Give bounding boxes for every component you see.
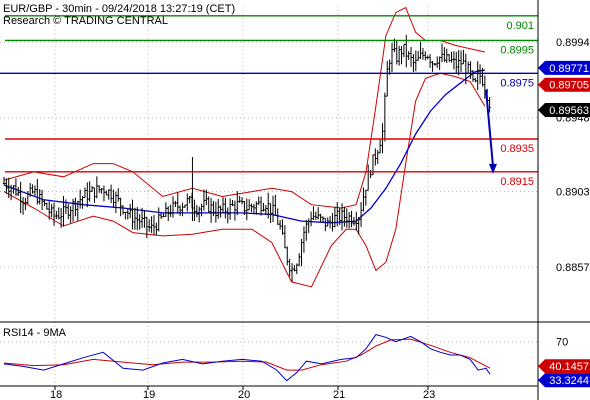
rsi-tag: 33.3244 bbox=[538, 373, 590, 388]
level-label: 0.8915 bbox=[500, 176, 534, 188]
price-tag-ma: 0.89771 bbox=[538, 60, 590, 75]
rsi-panel bbox=[3, 334, 491, 382]
level-label: 0.8935 bbox=[500, 143, 534, 155]
forecast-arrow bbox=[485, 89, 497, 174]
price-tags: 0.89771 0.89705 0.89563 40.1457 33.3244 bbox=[538, 60, 590, 388]
tag-box bbox=[538, 60, 590, 75]
time-tick-label: 21 bbox=[333, 389, 345, 400]
tag-box bbox=[538, 359, 590, 374]
time-tick-label: 23 bbox=[423, 389, 435, 400]
bollinger-bands bbox=[3, 6, 486, 288]
rsi-ma-tag: 40.1457 bbox=[538, 359, 590, 374]
tag-value: 0.89705 bbox=[549, 80, 589, 92]
arrow-head bbox=[488, 163, 497, 174]
price-tick-label: 0.8857 bbox=[556, 262, 590, 274]
price-tick-label: 0.8994 bbox=[556, 37, 590, 49]
time-tick-label: 18 bbox=[50, 389, 62, 400]
rsi-tick-labels: 70 bbox=[556, 337, 568, 349]
tag-value: 0.89771 bbox=[549, 63, 589, 75]
chart-title: EUR/GBP - 30min - 09/24/2018 13:27:19 (C… bbox=[3, 3, 235, 15]
bollinger-lower bbox=[3, 72, 486, 288]
tag-value: 0.89563 bbox=[549, 105, 589, 117]
price-grid bbox=[0, 41, 538, 268]
tag-value: 33.3244 bbox=[549, 375, 589, 387]
level-label: 0.901 bbox=[506, 20, 534, 32]
chart-source: Research © TRADING CENTRAL bbox=[3, 15, 168, 27]
rsi-line bbox=[3, 334, 491, 382]
candlesticks bbox=[2, 34, 491, 282]
time-tick-labels: 18 19 20 21 23 bbox=[50, 386, 435, 400]
vertical-grid bbox=[54, 6, 429, 386]
rsi-title: RSI14 - 9MA bbox=[3, 327, 67, 339]
price-tick-label: 0.8903 bbox=[556, 187, 590, 199]
tag-box bbox=[538, 77, 590, 92]
price-tag-price: 0.89563 bbox=[538, 103, 590, 118]
rsi-ma-line bbox=[3, 338, 491, 371]
bollinger-upper bbox=[3, 6, 486, 209]
time-tick-label: 19 bbox=[143, 389, 155, 400]
key-levels: 0.901 0.8995 0.8975 0.8935 0.8915 bbox=[0, 15, 538, 188]
tag-value: 40.1457 bbox=[549, 361, 589, 373]
time-tick-label: 20 bbox=[238, 389, 250, 400]
level-label: 0.8975 bbox=[500, 77, 534, 89]
price-tag-bands: 0.89705 bbox=[538, 77, 590, 92]
tag-box bbox=[538, 103, 590, 118]
moving-average-line bbox=[3, 69, 486, 224]
rsi-tick-label: 70 bbox=[556, 337, 568, 349]
tag-box bbox=[538, 373, 590, 388]
level-label: 0.8995 bbox=[500, 44, 534, 56]
arrow-shaft bbox=[485, 89, 494, 166]
